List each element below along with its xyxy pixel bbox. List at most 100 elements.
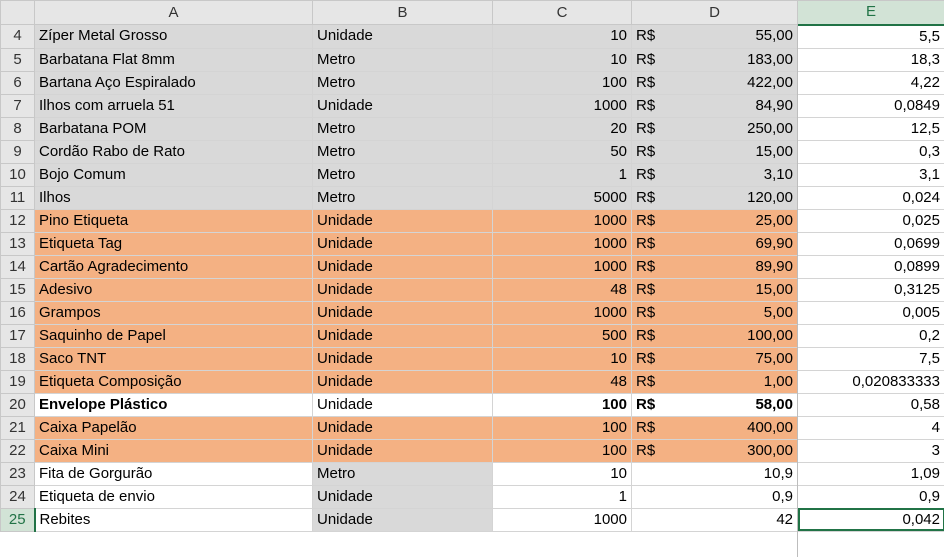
cell-e[interactable]: 3 — [797, 438, 944, 463]
cell-a[interactable]: Bartana Aço Espiralado — [34, 70, 313, 95]
cell-d[interactable]: 58,00 — [675, 392, 798, 417]
row-header[interactable]: 21 — [0, 415, 35, 440]
cell-d-currency[interactable]: R$ — [631, 47, 676, 72]
row-header[interactable]: 7 — [0, 93, 35, 118]
cell-e[interactable]: 0,005 — [797, 300, 944, 325]
row-header[interactable]: 8 — [0, 116, 35, 141]
cell-d-currency[interactable]: R$ — [631, 208, 676, 233]
cell-b[interactable]: Unidade — [312, 484, 493, 509]
cell-c[interactable]: 1000 — [492, 507, 632, 532]
cell-d[interactable]: 3,10 — [675, 162, 798, 187]
cell-c[interactable]: 5000 — [492, 185, 632, 210]
cell-c[interactable]: 1000 — [492, 93, 632, 118]
cell-e[interactable]: 0,0849 — [797, 93, 944, 118]
cell-a[interactable]: Cartão Agradecimento — [34, 254, 313, 279]
cell-c[interactable]: 1000 — [492, 300, 632, 325]
cell-b[interactable]: Metro — [312, 185, 493, 210]
cell-d-currency[interactable]: R$ — [631, 438, 676, 463]
cell-d[interactable]: 55,00 — [675, 24, 798, 49]
cell-b[interactable]: Metro — [312, 47, 493, 72]
row-header[interactable]: 19 — [0, 369, 35, 394]
cell-d-currency[interactable]: R$ — [631, 369, 676, 394]
column-header-d[interactable]: D — [631, 0, 798, 25]
cell-d-currency[interactable]: R$ — [631, 24, 676, 49]
cell-d[interactable]: 10,9 — [631, 461, 798, 486]
cell-d[interactable]: 300,00 — [675, 438, 798, 463]
cell-a[interactable]: Adesivo — [34, 277, 313, 302]
row-header[interactable]: 11 — [0, 185, 35, 210]
cell-d-currency[interactable]: R$ — [631, 70, 676, 95]
cell-e[interactable]: 0,0899 — [797, 254, 944, 279]
cell-b[interactable]: Unidade — [312, 415, 493, 440]
cell-d-currency[interactable]: R$ — [631, 300, 676, 325]
cell-e[interactable]: 3,1 — [797, 162, 944, 187]
cell-a[interactable]: Barbatana Flat 8mm — [34, 47, 313, 72]
cell-d-currency[interactable]: R$ — [631, 93, 676, 118]
cell-a[interactable]: Envelope Plástico — [34, 392, 313, 417]
cell-d[interactable]: 42 — [631, 507, 798, 532]
row-header[interactable]: 4 — [0, 24, 35, 49]
cell-a[interactable]: Barbatana POM — [34, 116, 313, 141]
cell-b[interactable]: Metro — [312, 70, 493, 95]
cell-b[interactable]: Unidade — [312, 438, 493, 463]
cell-d[interactable]: 69,90 — [675, 231, 798, 256]
select-all-corner[interactable] — [0, 0, 35, 25]
cell-d[interactable]: 250,00 — [675, 116, 798, 141]
cell-e[interactable]: 0,3125 — [797, 277, 944, 302]
cell-d[interactable]: 183,00 — [675, 47, 798, 72]
cell-c[interactable]: 48 — [492, 277, 632, 302]
cell-a[interactable]: Rebites — [34, 507, 313, 532]
row-header[interactable]: 9 — [0, 139, 35, 164]
cell-e[interactable]: 0,3 — [797, 139, 944, 164]
cell-e[interactable]: 0,58 — [797, 392, 944, 417]
cell-a[interactable]: Fita de Gorgurão — [34, 461, 313, 486]
cell-b[interactable]: Unidade — [312, 231, 493, 256]
cell-d[interactable]: 84,90 — [675, 93, 798, 118]
column-header-c[interactable]: C — [492, 0, 632, 25]
cell-c[interactable]: 48 — [492, 369, 632, 394]
cell-d[interactable]: 120,00 — [675, 185, 798, 210]
cell-a[interactable]: Etiqueta Tag — [34, 231, 313, 256]
cell-c[interactable]: 1000 — [492, 208, 632, 233]
cell-d-currency[interactable]: R$ — [631, 277, 676, 302]
row-header[interactable]: 14 — [0, 254, 35, 279]
cell-e[interactable]: 4 — [797, 415, 944, 440]
cell-d-currency[interactable]: R$ — [631, 415, 676, 440]
cell-c[interactable]: 10 — [492, 47, 632, 72]
cell-e[interactable]: 1,09 — [797, 461, 944, 486]
cell-e[interactable]: 12,5 — [797, 116, 944, 141]
cell-a[interactable]: Etiqueta de envio — [34, 484, 313, 509]
cell-e[interactable]: 5,5 — [797, 24, 944, 49]
cell-a[interactable]: Ilhos com arruela 51 — [34, 93, 313, 118]
cell-a[interactable]: Pino Etiqueta — [34, 208, 313, 233]
cell-a[interactable]: Bojo Comum — [34, 162, 313, 187]
cell-c[interactable]: 1000 — [492, 254, 632, 279]
cell-a[interactable]: Ilhos — [34, 185, 313, 210]
cell-b[interactable]: Metro — [312, 162, 493, 187]
cell-b[interactable]: Unidade — [312, 93, 493, 118]
cell-d[interactable]: 15,00 — [675, 139, 798, 164]
cell-d-currency[interactable]: R$ — [631, 185, 676, 210]
row-header[interactable]: 16 — [0, 300, 35, 325]
cell-d-currency[interactable]: R$ — [631, 139, 676, 164]
cell-b[interactable]: Unidade — [312, 300, 493, 325]
column-header-e[interactable]: E — [797, 0, 944, 26]
cell-c[interactable]: 1 — [492, 484, 632, 509]
cell-e[interactable]: 0,024 — [797, 185, 944, 210]
cell-b[interactable]: Unidade — [312, 369, 493, 394]
row-header[interactable]: 25 — [0, 507, 36, 532]
cell-c[interactable]: 1 — [492, 162, 632, 187]
row-header[interactable]: 6 — [0, 70, 35, 95]
cell-c[interactable]: 20 — [492, 116, 632, 141]
row-header[interactable]: 15 — [0, 277, 35, 302]
cell-b[interactable]: Unidade — [312, 392, 493, 417]
cell-d[interactable]: 75,00 — [675, 346, 798, 371]
cell-a[interactable]: Cordão Rabo de Rato — [34, 139, 313, 164]
cell-c[interactable]: 100 — [492, 438, 632, 463]
cell-b[interactable]: Unidade — [312, 24, 493, 49]
cell-a[interactable]: Saco TNT — [34, 346, 313, 371]
cell-c[interactable]: 100 — [492, 392, 632, 417]
cell-a[interactable]: Zíper Metal Grosso — [34, 24, 313, 49]
cell-b[interactable]: Metro — [312, 139, 493, 164]
cell-d[interactable]: 422,00 — [675, 70, 798, 95]
